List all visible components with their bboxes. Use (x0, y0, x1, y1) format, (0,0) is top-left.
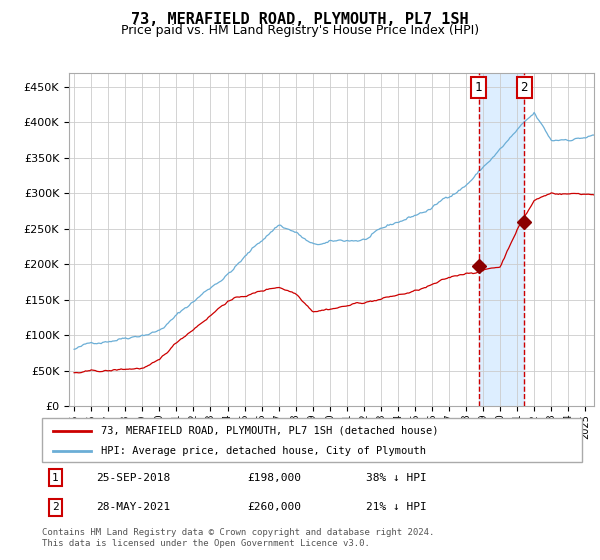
Text: Contains HM Land Registry data © Crown copyright and database right 2024.
This d: Contains HM Land Registry data © Crown c… (42, 528, 434, 548)
Text: £198,000: £198,000 (247, 473, 301, 483)
Text: 2: 2 (521, 81, 528, 94)
FancyBboxPatch shape (42, 418, 582, 462)
Text: 28-MAY-2021: 28-MAY-2021 (96, 502, 170, 512)
Text: 73, MERAFIELD ROAD, PLYMOUTH, PL7 1SH: 73, MERAFIELD ROAD, PLYMOUTH, PL7 1SH (131, 12, 469, 27)
Text: 21% ↓ HPI: 21% ↓ HPI (366, 502, 427, 512)
Text: £260,000: £260,000 (247, 502, 301, 512)
Text: 73, MERAFIELD ROAD, PLYMOUTH, PL7 1SH (detached house): 73, MERAFIELD ROAD, PLYMOUTH, PL7 1SH (d… (101, 426, 439, 436)
Text: 1: 1 (52, 473, 59, 483)
Text: Price paid vs. HM Land Registry's House Price Index (HPI): Price paid vs. HM Land Registry's House … (121, 24, 479, 37)
Text: HPI: Average price, detached house, City of Plymouth: HPI: Average price, detached house, City… (101, 446, 427, 456)
Text: 2: 2 (52, 502, 59, 512)
Text: 25-SEP-2018: 25-SEP-2018 (96, 473, 170, 483)
Text: 1: 1 (475, 81, 482, 94)
Bar (479, 73, 524, 406)
Text: 38% ↓ HPI: 38% ↓ HPI (366, 473, 427, 483)
